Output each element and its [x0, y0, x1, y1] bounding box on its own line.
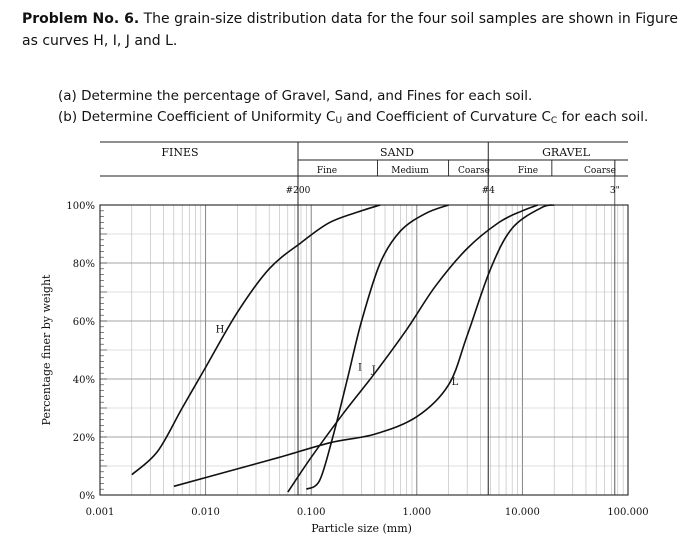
curve-label-h: H	[216, 325, 225, 336]
gravel-label: GRAVEL	[542, 146, 590, 159]
chart-axes	[99, 160, 629, 496]
sieve-label: #4	[482, 186, 496, 196]
x-axis-label: Particle size (mm)	[311, 522, 412, 535]
problem-statement: Problem No. 6. The grain-size distributi…	[22, 8, 682, 52]
curve-label-l: L	[452, 377, 459, 388]
x-tick-label: 10.000	[505, 507, 540, 518]
classification-header	[100, 141, 628, 177]
problem-text: The grain-size distribution data for the…	[22, 11, 678, 49]
problem-parts: (a) Determine the percentage of Gravel, …	[58, 86, 678, 132]
x-tick-label: 0.100	[297, 507, 326, 518]
sand-label: SAND	[380, 146, 414, 159]
distribution-curves	[131, 204, 555, 493]
curve-label-j: J	[371, 365, 376, 376]
curve-h	[131, 204, 381, 476]
curve-l	[173, 204, 555, 488]
y-tick-label: 20%	[73, 433, 95, 444]
part-b: (b) Determine Coefficient of Uniformity …	[58, 109, 649, 126]
chart-grid	[99, 204, 628, 496]
curve-j	[287, 204, 539, 493]
chart-labels: #200 #4 3" FINES SAND GRAVEL Fine Medium Coarse F…	[40, 146, 649, 535]
x-tick-label: 1.000	[402, 507, 431, 518]
y-tick-label: 0%	[79, 491, 95, 502]
gravel-fine-label: Fine	[518, 166, 538, 176]
x-tick-label: 0.001	[86, 507, 115, 518]
sieve-label: 3"	[610, 186, 620, 196]
sand-medium-label: Medium	[391, 166, 429, 176]
y-tick-label: 80%	[73, 259, 95, 270]
y-tick-label: 60%	[73, 317, 95, 328]
x-tick-label: 100.000	[607, 507, 648, 518]
curve-i	[305, 204, 449, 490]
part-a: (a) Determine the percentage of Gravel, …	[58, 88, 533, 104]
problem-heading: Problem No. 6.	[22, 11, 140, 27]
sand-fine-label: Fine	[317, 166, 337, 176]
gravel-coarse-label: Coarse	[584, 166, 616, 176]
sieve-label: #200	[286, 186, 311, 196]
y-tick-label: 100%	[66, 201, 95, 212]
y-axis-label: Percentage finer by weight	[40, 274, 53, 425]
curve-label-i: I	[358, 362, 362, 373]
plot-frame	[99, 204, 629, 496]
sand-coarse-label: Coarse	[458, 166, 490, 176]
x-tick-label: 0.010	[191, 507, 220, 518]
fines-label: FINES	[161, 146, 198, 159]
y-tick-label: 40%	[73, 375, 95, 386]
